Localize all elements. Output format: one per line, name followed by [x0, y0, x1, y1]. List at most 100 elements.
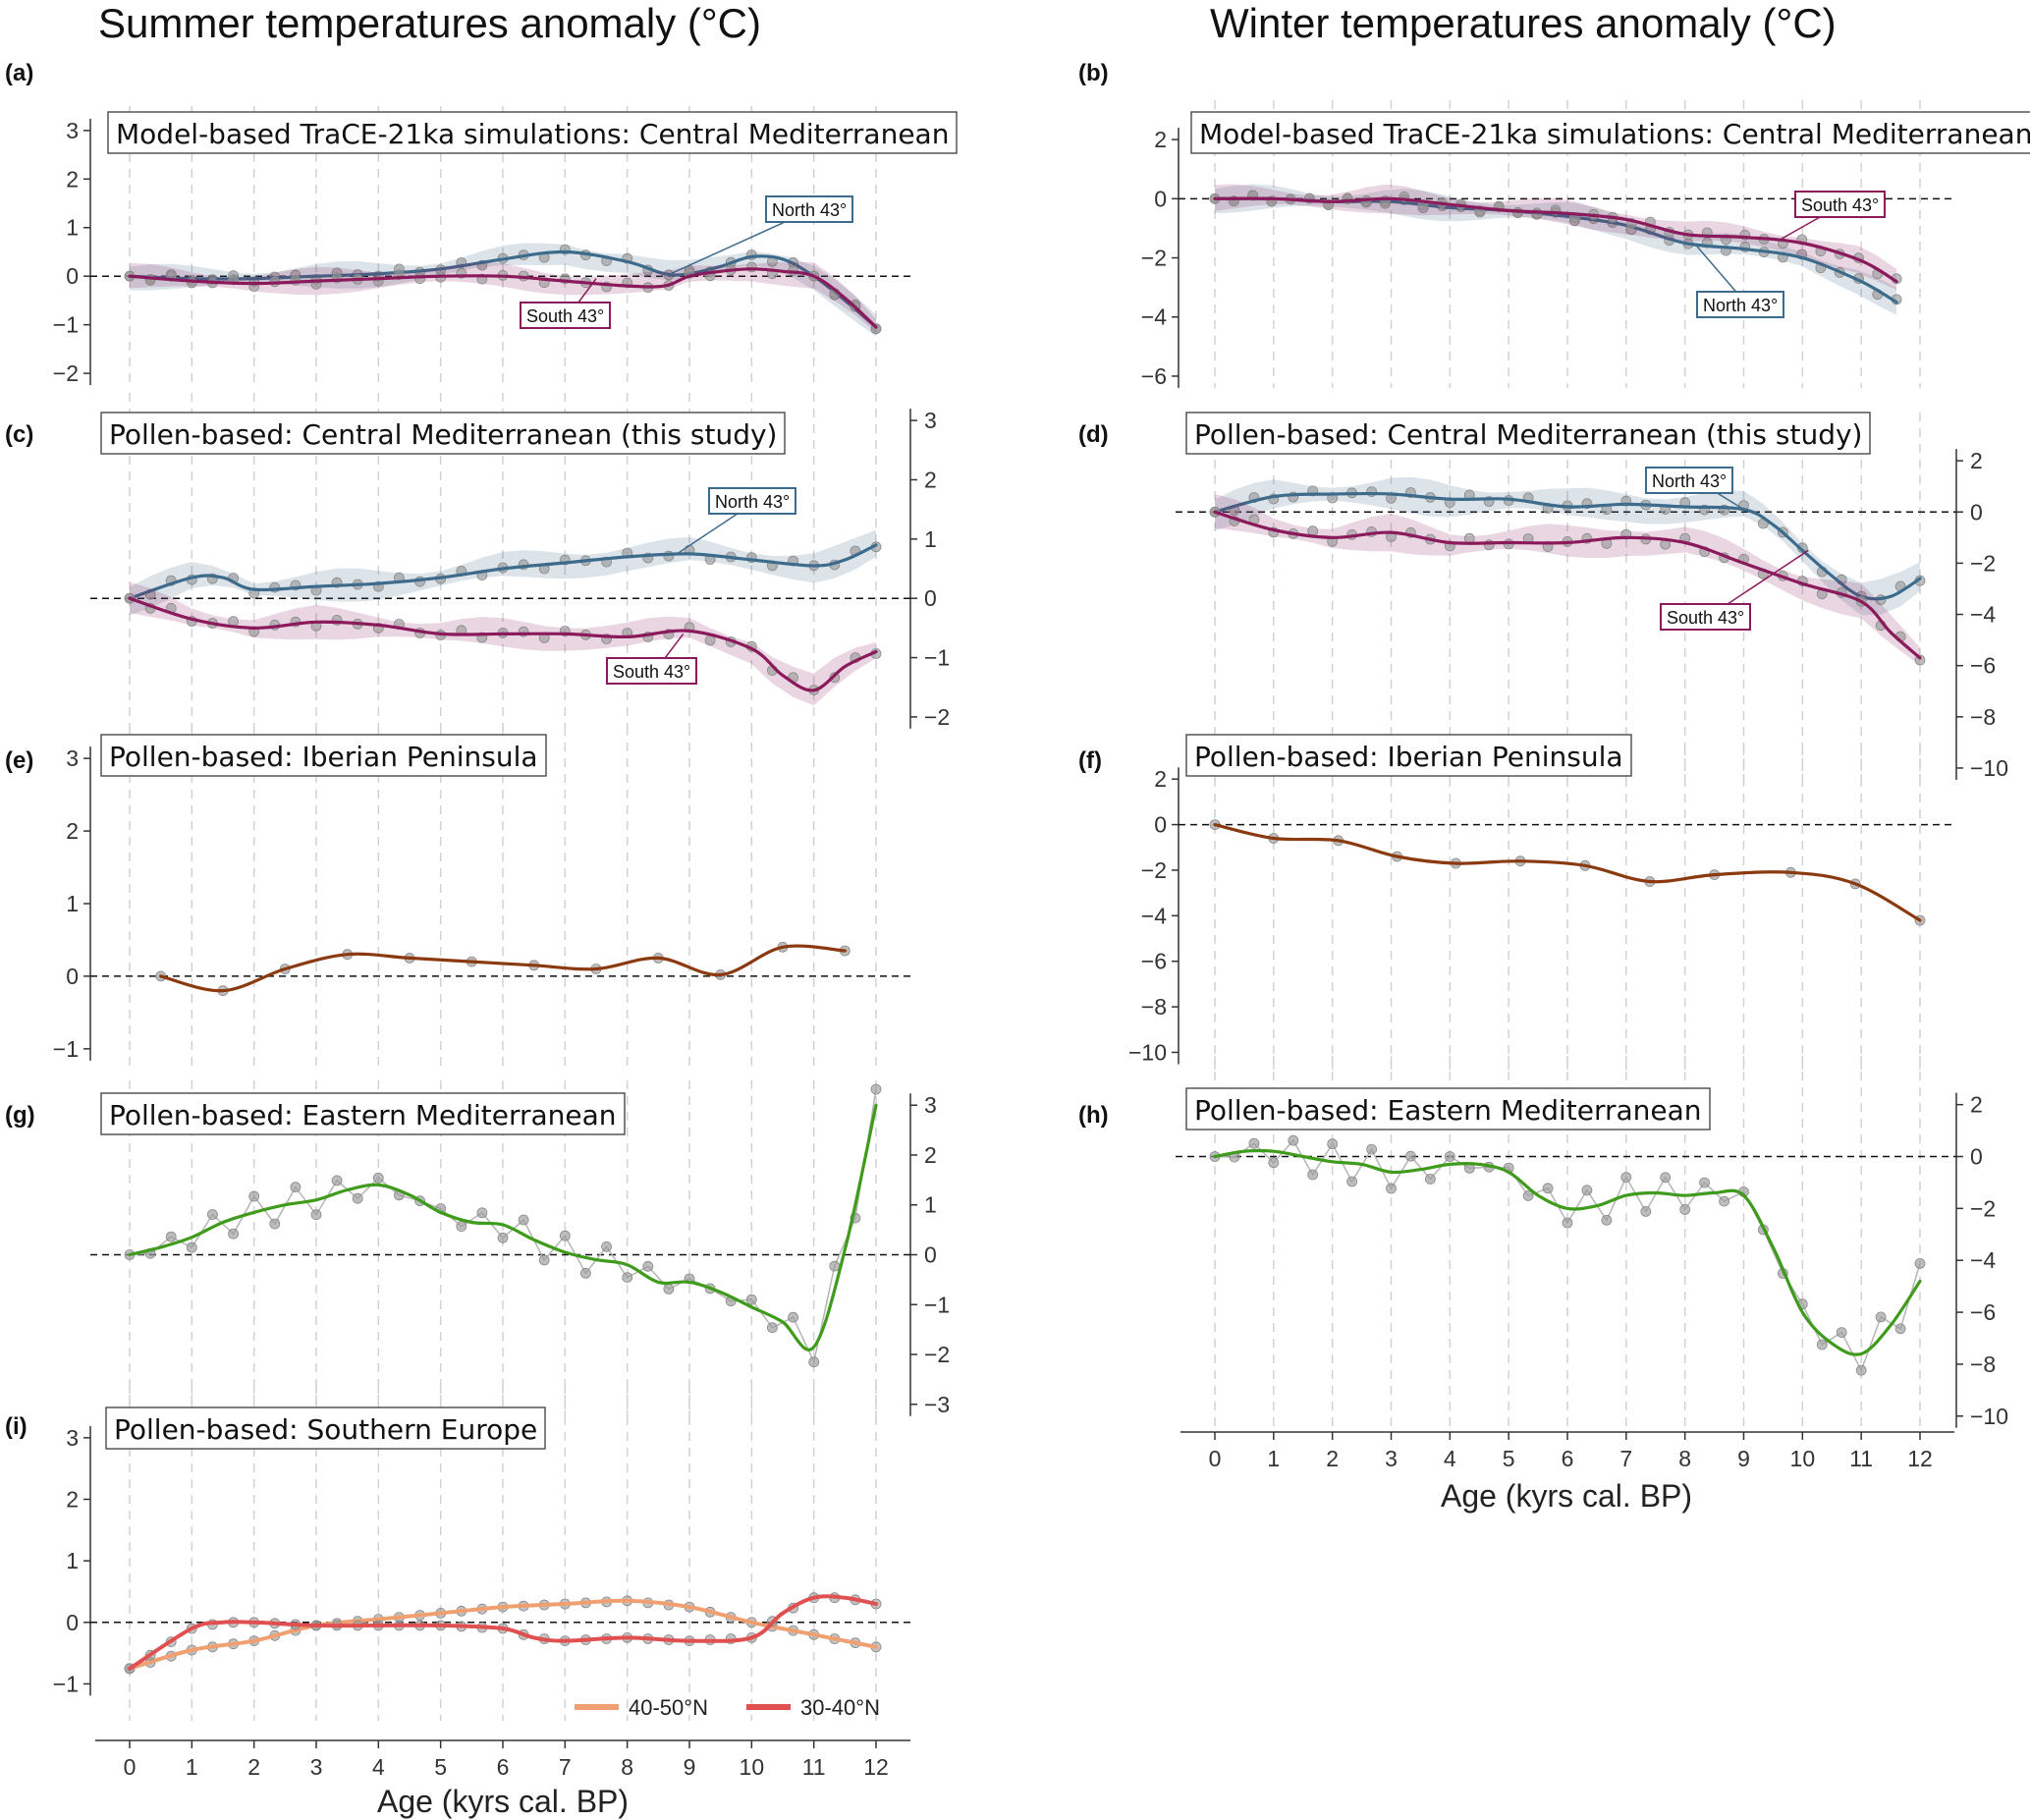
y-tick-label: −1: [924, 1292, 950, 1317]
series-line-eastern-mediterranean: [1213, 1148, 1922, 1356]
series-line-eastern-mediterranean: [128, 1103, 878, 1351]
series-tag-south: South 43°: [520, 278, 611, 329]
y-tick-label: −6: [1141, 363, 1167, 389]
data-point: [829, 672, 841, 684]
y-tick-label: 0: [924, 1242, 937, 1268]
panel-title-text: Pollen-based: Eastern Mediterranean: [109, 1099, 617, 1131]
panel-title-text: Pollen-based: Central Mediterranean (thi…: [1194, 418, 1862, 451]
y-tick-label: 2: [66, 818, 79, 844]
series-line-north-43-: [128, 543, 878, 600]
data-point: [518, 1214, 529, 1226]
y-tick-label: 3: [924, 1092, 937, 1118]
x-tick-label: 3: [310, 1754, 323, 1780]
data-point: [248, 1190, 260, 1202]
y-tick-label: −1: [53, 1671, 79, 1696]
y-tick-label: 2: [1154, 127, 1167, 152]
y-tick-label: −2: [53, 360, 79, 386]
series-line-south-43-: [128, 267, 878, 329]
panel-title: Pollen-based: Central Mediterranean (thi…: [100, 412, 786, 455]
panel-b: −6 −4 −2 0 2 (b) Model-based TraCE-21ka simula…: [1078, 60, 2030, 389]
panel-letter: (i): [5, 1413, 27, 1440]
data-point: [1248, 1137, 1260, 1149]
data-point: [290, 1182, 302, 1193]
data-point: [1562, 1217, 1573, 1229]
y-tick-label: −8: [1970, 704, 1996, 730]
uncertainty-band: [1215, 184, 1897, 291]
series-tag-north: North 43°: [1645, 467, 1744, 511]
x-tick-label: 10: [740, 1754, 765, 1780]
panel-d: −10 −8 −6 −4 −2 0 2 (d) Pollen-based: Central Me…: [1078, 412, 2008, 781]
data-point: [601, 1241, 612, 1252]
panel-letter: (f): [1078, 747, 1102, 774]
y-tick-label: 3: [66, 745, 79, 771]
data-point: [622, 1272, 633, 1283]
data-point: [1679, 1204, 1691, 1215]
data-point: [1366, 1143, 1377, 1155]
x-tick-label: 11: [802, 1754, 826, 1780]
y-tick-label: −3: [924, 1392, 950, 1417]
data-point: [767, 1322, 778, 1334]
panel-i: −1 0 1 2 3 (i) Pollen-based: Southern Europe 40…: [5, 1385, 910, 1721]
series-line-south-43-: [1213, 196, 1898, 284]
panel-c: −2 −1 0 1 2 3 (c) Pollen-based: Central Mediter…: [5, 393, 950, 730]
data-point: [331, 1175, 343, 1186]
y-tick-label: −4: [1141, 903, 1167, 928]
y-tick-label: −2: [1141, 857, 1167, 883]
x-tick-label: 12: [1907, 1446, 1933, 1471]
panel-title-text: Pollen-based: Iberian Peninsula: [109, 741, 538, 773]
panel-letter: (a): [5, 60, 33, 86]
x-tick-label: 1: [1267, 1446, 1280, 1471]
data-point: [497, 1232, 509, 1243]
y-tick-label: −10: [1970, 755, 2008, 781]
x-tick-label: 7: [1619, 1446, 1632, 1471]
panel-a: −2 −1 0 1 2 3 (a) Model-based TraCE-21ka simula…: [5, 60, 958, 386]
data-point: [1307, 1169, 1319, 1181]
data-point: [476, 1207, 488, 1219]
y-tick-label: 0: [924, 585, 937, 611]
series-line-40-50-n: [128, 1598, 878, 1671]
panel-letter: (h): [1078, 1102, 1109, 1129]
data-point: [1327, 1138, 1339, 1150]
panel-title: Pollen-based: Eastern Mediterranean: [100, 1092, 626, 1135]
y-tick-label: 1: [66, 215, 79, 241]
data-point: [808, 1356, 820, 1368]
data-point: [580, 1267, 591, 1279]
tag-frame: [1794, 191, 1886, 218]
y-tick-label: −6: [1141, 949, 1167, 974]
data-point: [1288, 1134, 1299, 1146]
x-tick-label: 9: [684, 1754, 696, 1780]
panel-title-text: Pollen-based: Central Mediterranean (thi…: [109, 418, 777, 451]
data-point: [228, 1228, 240, 1240]
panel-title-frame: [1190, 111, 2030, 154]
tag-frame: [1660, 603, 1751, 631]
y-tick-label: −10: [1128, 1039, 1167, 1065]
panel-e: −1 0 1 2 3 (e) Pollen-based: Iberian Peninsula: [5, 727, 910, 1071]
legend-label: 30-40°N: [800, 1695, 880, 1720]
data-point: [829, 1260, 841, 1272]
x-tick-label: 11: [1849, 1446, 1873, 1471]
panel-title-frame: [1185, 1087, 1711, 1131]
data-point: [1620, 1172, 1632, 1183]
data-point: [186, 1241, 197, 1253]
series-line-iberian-peninsula: [159, 944, 847, 993]
panel-title: Pollen-based: Eastern Mediterranean: [1185, 1087, 1711, 1131]
y-tick-label: 0: [1970, 1144, 1983, 1170]
panel-title-text: Pollen-based: Eastern Mediterranean: [1194, 1094, 1702, 1127]
x-tick-label: 3: [1385, 1446, 1398, 1471]
y-tick-label: −10: [1970, 1404, 2008, 1429]
x-axis-title-right: Age (kyrs cal. BP): [1441, 1478, 1692, 1514]
data-point: [1894, 1323, 1906, 1335]
data-point: [1405, 1150, 1416, 1162]
panel-f: −10 −8 −6 −4 −2 0 2 (f) Pollen-based: Iberian Pe…: [1078, 734, 1954, 1071]
data-point: [538, 1254, 550, 1266]
uncertainty-band: [1215, 476, 1920, 616]
tag-text: North 43°: [1652, 471, 1727, 491]
y-tick-label: 2: [924, 1142, 937, 1168]
y-tick-label: 1: [66, 891, 79, 916]
y-tick-label: 2: [1970, 448, 1983, 473]
x-tick-label: 5: [434, 1754, 447, 1780]
y-tick-label: −4: [1970, 1247, 1996, 1273]
data-point: [269, 1218, 281, 1230]
tag-text: North 43°: [1703, 296, 1778, 315]
panel-title-text: Pollen-based: Iberian Peninsula: [1194, 741, 1623, 773]
